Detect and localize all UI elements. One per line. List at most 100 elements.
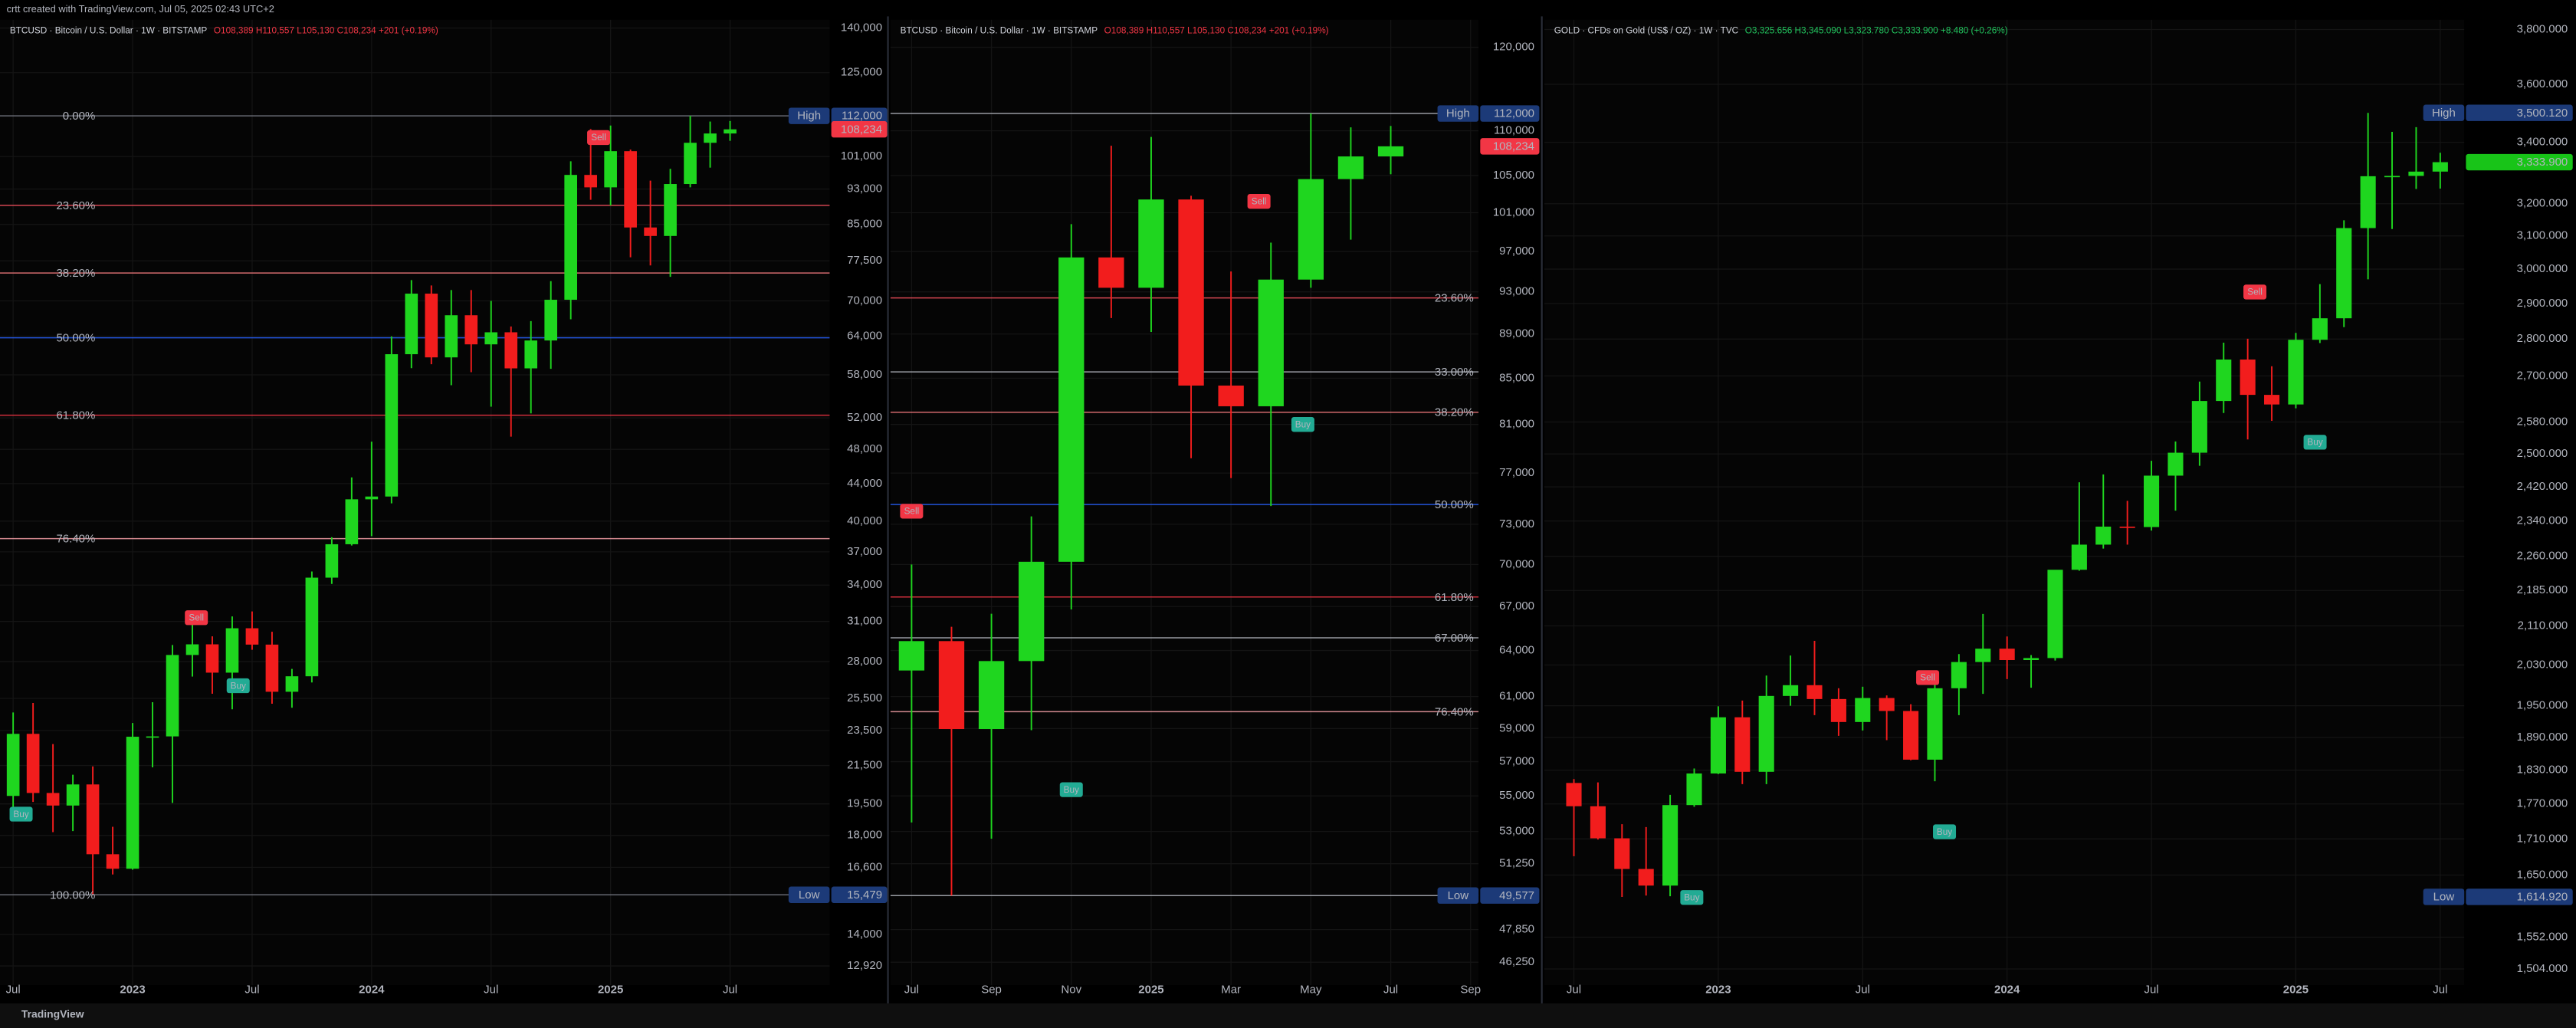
price-label-box <box>2466 153 2573 171</box>
y-tick-label: 51,250 <box>1499 857 1534 870</box>
x-tick-label: Jul <box>723 984 737 997</box>
price-label-name-box <box>788 107 830 124</box>
price-label-value: 49,577 <box>1499 889 1534 902</box>
y-tick-label: 64,000 <box>847 329 882 342</box>
price-label-box <box>831 886 888 903</box>
signal-badge <box>1059 782 1083 797</box>
y-tick-label: 58,000 <box>847 368 882 381</box>
x-tick-label: 2025 <box>2283 984 2309 997</box>
candle-body <box>564 175 577 301</box>
candle-body <box>225 628 239 673</box>
ohlc-legend: O3,325.656 H3,345.090 L3,323.780 C3,333.… <box>1745 26 2008 36</box>
price-label-name: Low <box>2433 891 2455 904</box>
y-tick-label: 1,504.000 <box>2517 962 2568 975</box>
signal-label: Buy <box>1684 892 1699 902</box>
fib-label: 23.60% <box>1435 292 1474 305</box>
candle-body <box>1566 783 1582 806</box>
fib-label: 33.00% <box>1435 366 1474 379</box>
y-tick-label: 31,000 <box>847 615 882 628</box>
candle-body <box>1855 698 1871 722</box>
candle-body <box>345 499 359 544</box>
y-tick-label: 34,000 <box>847 578 882 591</box>
y-tick-label: 77,500 <box>847 254 882 267</box>
candle-body <box>1337 156 1364 179</box>
y-tick-label: 77,000 <box>1499 466 1534 479</box>
plot-area: Sell Sell Buy Buy <box>0 19 830 986</box>
candle-body <box>2288 340 2304 405</box>
y-tick-label: 37,000 <box>847 545 882 558</box>
fib-label: 76.40% <box>56 533 95 546</box>
x-tick-label: Jul <box>244 984 259 997</box>
price-label-value: 112,000 <box>1494 107 1534 120</box>
candle-body <box>265 644 279 692</box>
candle-body <box>245 628 259 645</box>
y-tick-label: 3,200.000 <box>2517 197 2568 210</box>
chart-title: GOLD · CFDs on Gold (US$ / OZ) · 1W · TV… <box>1554 26 1739 36</box>
candle-body <box>1758 695 1774 772</box>
signal-badge <box>1933 824 1957 839</box>
y-tick-label: 3,800.000 <box>2517 22 2568 35</box>
signal-label: Buy <box>2307 438 2322 448</box>
y-tick-label: 2,110.000 <box>2518 619 2568 632</box>
y-tick-label: 70,000 <box>1499 557 1534 570</box>
fib-label: 38.20% <box>1435 406 1474 419</box>
signal-badge <box>900 504 924 519</box>
candle-body <box>205 644 219 673</box>
candle-body <box>1098 257 1124 288</box>
y-tick-label: 73,000 <box>1499 517 1534 530</box>
y-tick-label: 1,950.000 <box>2517 699 2568 712</box>
x-tick-label: Jul <box>2144 984 2158 997</box>
signal-label: Buy <box>231 681 246 691</box>
candle-body <box>544 300 558 341</box>
y-tick-label: 2,700.000 <box>2517 369 2568 382</box>
x-tick-label: Jul <box>2433 984 2447 997</box>
candle-body <box>684 143 697 185</box>
x-tick-label: Jul <box>484 984 498 997</box>
fib-label: 61.80% <box>56 409 95 422</box>
y-tick-label: 48,000 <box>847 442 882 455</box>
candle-body <box>1638 869 1654 886</box>
chart-panel: Sell Sell Buy Buy Buy 3,800.000 3,600.000 3,400… <box>1544 19 2573 997</box>
candle-body <box>644 227 657 236</box>
signal-badge <box>2243 284 2267 300</box>
y-tick-label: 101,000 <box>1493 205 1534 218</box>
candle-body <box>2312 318 2328 340</box>
x-tick-label: Jul <box>904 984 919 997</box>
panel-background <box>0 19 830 986</box>
candle-body <box>624 151 637 228</box>
candle-body <box>1138 199 1164 288</box>
candle-body <box>1019 561 1045 662</box>
signal-label: Buy <box>13 810 28 819</box>
fib-label: 67.00% <box>1435 632 1474 645</box>
candle-body <box>2216 360 2232 402</box>
fib-label: 50.00% <box>56 332 95 345</box>
candle-body <box>66 784 80 806</box>
x-tick-label: Jul <box>1856 984 1870 997</box>
y-tick-label: 93,000 <box>1499 285 1534 298</box>
y-tick-label: 2,185.000 <box>2517 583 2568 596</box>
x-tick-label: 2025 <box>598 984 623 997</box>
x-tick-label: Jul <box>6 984 21 997</box>
candle-body <box>385 354 399 497</box>
signal-badge <box>185 610 208 626</box>
signal-label: Sell <box>1920 673 1935 683</box>
signal-badge <box>226 678 250 694</box>
candle-body <box>6 734 20 796</box>
price-label-value: 1,614.920 <box>2517 891 2568 904</box>
y-tick-label: 67,000 <box>1499 599 1534 613</box>
panel-background <box>890 19 1479 986</box>
price-label-box <box>1480 138 1540 155</box>
y-tick-label: 46,250 <box>1499 955 1534 968</box>
y-tick-label: 70,000 <box>847 294 882 307</box>
price-label-name: High <box>2432 107 2456 120</box>
y-tick-label: 2,900.000 <box>2517 297 2568 310</box>
candle-body <box>2191 401 2207 453</box>
y-tick-label: 23,500 <box>847 724 882 737</box>
y-tick-label: 3,400.000 <box>2517 136 2568 149</box>
y-tick-label: 2,420.000 <box>2517 480 2568 493</box>
y-tick-label: 57,000 <box>1499 755 1534 768</box>
price-label-value: 15,479 <box>847 888 882 902</box>
signal-badge <box>9 806 33 822</box>
candle-body <box>1178 199 1204 386</box>
candle-body <box>1590 806 1606 839</box>
